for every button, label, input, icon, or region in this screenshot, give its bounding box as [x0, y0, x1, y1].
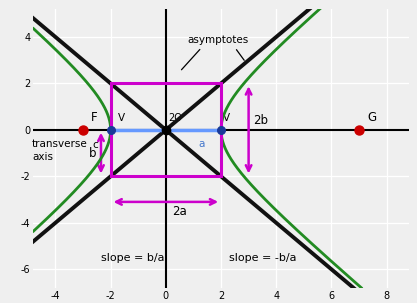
Text: 2a: 2a [172, 205, 187, 218]
Text: slope = b/a: slope = b/a [101, 253, 164, 263]
Text: V: V [223, 113, 230, 123]
Text: V: V [118, 113, 125, 123]
Text: a: a [198, 139, 205, 149]
Text: transverse
axis: transverse axis [32, 139, 88, 161]
Text: slope = -b/a: slope = -b/a [229, 253, 296, 263]
Text: c: c [93, 140, 98, 150]
Text: G: G [367, 111, 377, 124]
Text: F: F [91, 111, 98, 124]
Text: 2O: 2O [168, 113, 182, 123]
Text: asymptotes: asymptotes [188, 35, 249, 45]
Text: 2b: 2b [254, 114, 269, 127]
Text: b: b [88, 147, 96, 160]
